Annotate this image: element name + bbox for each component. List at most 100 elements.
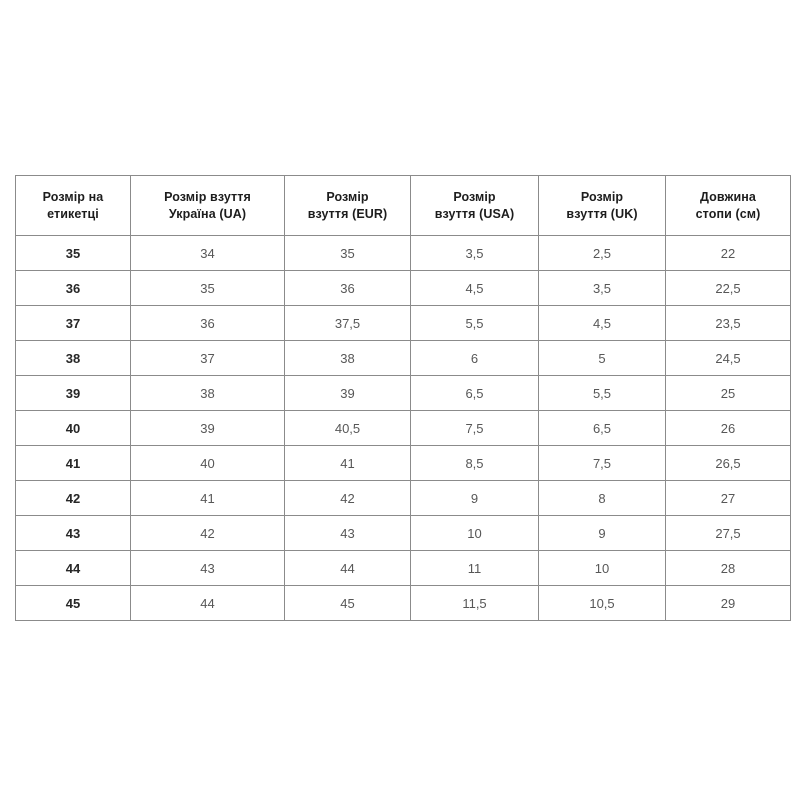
column-header-usa-line2: взуття (USA) bbox=[434, 206, 515, 221]
shoe-size-conversion-table: Розмір на етикетці Розмір взуття Україна… bbox=[15, 175, 791, 621]
cell-label: 37 bbox=[15, 305, 131, 341]
cell-eur: 37,5 bbox=[284, 305, 411, 341]
cell-cm: 26,5 bbox=[665, 445, 791, 481]
table-row: 43 42 43 10 9 27,5 bbox=[15, 515, 791, 551]
cell-cm: 27 bbox=[665, 480, 791, 516]
cell-ua: 44 bbox=[130, 585, 285, 621]
cell-uk: 5,5 bbox=[538, 375, 666, 411]
cell-ua: 41 bbox=[130, 480, 285, 516]
cell-uk: 8 bbox=[538, 480, 666, 516]
cell-ua: 42 bbox=[130, 515, 285, 551]
cell-uk: 5 bbox=[538, 340, 666, 376]
column-header-label-line1: Розмір на bbox=[42, 189, 104, 204]
column-header-ua-line1: Розмір взуття bbox=[164, 189, 251, 204]
cell-usa: 10 bbox=[410, 515, 539, 551]
table-row: 44 43 44 11 10 28 bbox=[15, 550, 791, 586]
column-header-ua: Розмір взуття Україна (UA) bbox=[130, 175, 285, 236]
cell-label: 36 bbox=[15, 270, 131, 306]
table-row: 37 36 37,5 5,5 4,5 23,5 bbox=[15, 305, 791, 341]
cell-eur: 38 bbox=[284, 340, 411, 376]
size-chart-container: Розмір на етикетці Розмір взуття Україна… bbox=[15, 175, 791, 621]
cell-ua: 37 bbox=[130, 340, 285, 376]
cell-uk: 4,5 bbox=[538, 305, 666, 341]
cell-cm: 28 bbox=[665, 550, 791, 586]
cell-ua: 36 bbox=[130, 305, 285, 341]
table-row: 35 34 35 3,5 2,5 22 bbox=[15, 235, 791, 271]
column-header-ua-line2: Україна (UA) bbox=[168, 206, 247, 221]
cell-label: 45 bbox=[15, 585, 131, 621]
table-header: Розмір на етикетці Розмір взуття Україна… bbox=[15, 175, 791, 236]
cell-eur: 44 bbox=[284, 550, 411, 586]
cell-uk: 10,5 bbox=[538, 585, 666, 621]
cell-ua: 43 bbox=[130, 550, 285, 586]
table-row: 41 40 41 8,5 7,5 26,5 bbox=[15, 445, 791, 481]
cell-uk: 10 bbox=[538, 550, 666, 586]
table-row: 42 41 42 9 8 27 bbox=[15, 480, 791, 516]
cell-uk: 3,5 bbox=[538, 270, 666, 306]
cell-cm: 25 bbox=[665, 375, 791, 411]
cell-usa: 4,5 bbox=[410, 270, 539, 306]
cell-cm: 24,5 bbox=[665, 340, 791, 376]
table-row: 45 44 45 11,5 10,5 29 bbox=[15, 585, 791, 621]
cell-usa: 6 bbox=[410, 340, 539, 376]
cell-cm: 27,5 bbox=[665, 515, 791, 551]
column-header-cm: Довжина стопи (см) bbox=[665, 175, 791, 236]
table-row: 40 39 40,5 7,5 6,5 26 bbox=[15, 410, 791, 446]
table-body: 35 34 35 3,5 2,5 22 36 35 36 4,5 3,5 22,… bbox=[15, 235, 791, 621]
cell-usa: 9 bbox=[410, 480, 539, 516]
table-row: 39 38 39 6,5 5,5 25 bbox=[15, 375, 791, 411]
cell-ua: 34 bbox=[130, 235, 285, 271]
column-header-usa-line1: Розмір bbox=[453, 189, 496, 204]
cell-cm: 22,5 bbox=[665, 270, 791, 306]
column-header-usa: Розмір взуття (USA) bbox=[410, 175, 539, 236]
cell-usa: 6,5 bbox=[410, 375, 539, 411]
cell-eur: 36 bbox=[284, 270, 411, 306]
cell-uk: 2,5 bbox=[538, 235, 666, 271]
cell-eur: 39 bbox=[284, 375, 411, 411]
cell-cm: 22 bbox=[665, 235, 791, 271]
cell-ua: 39 bbox=[130, 410, 285, 446]
cell-eur: 42 bbox=[284, 480, 411, 516]
cell-label: 39 bbox=[15, 375, 131, 411]
cell-usa: 5,5 bbox=[410, 305, 539, 341]
table-row: 36 35 36 4,5 3,5 22,5 bbox=[15, 270, 791, 306]
cell-label: 43 bbox=[15, 515, 131, 551]
column-header-label-line2: етикетці bbox=[47, 206, 99, 221]
cell-uk: 6,5 bbox=[538, 410, 666, 446]
cell-usa: 11 bbox=[410, 550, 539, 586]
cell-usa: 11,5 bbox=[410, 585, 539, 621]
column-header-label: Розмір на етикетці bbox=[15, 175, 131, 236]
column-header-cm-line2: стопи (см) bbox=[695, 206, 761, 221]
column-header-eur: Розмір взуття (EUR) bbox=[284, 175, 411, 236]
cell-usa: 8,5 bbox=[410, 445, 539, 481]
cell-eur: 43 bbox=[284, 515, 411, 551]
cell-label: 38 bbox=[15, 340, 131, 376]
column-header-cm-line1: Довжина bbox=[700, 189, 756, 204]
cell-eur: 45 bbox=[284, 585, 411, 621]
cell-ua: 35 bbox=[130, 270, 285, 306]
cell-uk: 9 bbox=[538, 515, 666, 551]
cell-eur: 35 bbox=[284, 235, 411, 271]
cell-eur: 41 bbox=[284, 445, 411, 481]
cell-cm: 29 bbox=[665, 585, 791, 621]
column-header-uk-line2: взуття (UK) bbox=[566, 206, 638, 221]
table-row: 38 37 38 6 5 24,5 bbox=[15, 340, 791, 376]
cell-label: 40 bbox=[15, 410, 131, 446]
table-header-row: Розмір на етикетці Розмір взуття Україна… bbox=[15, 175, 791, 236]
cell-cm: 26 bbox=[665, 410, 791, 446]
column-header-eur-line1: Розмір bbox=[326, 189, 369, 204]
cell-label: 44 bbox=[15, 550, 131, 586]
column-header-eur-line2: взуття (EUR) bbox=[307, 206, 388, 221]
cell-label: 35 bbox=[15, 235, 131, 271]
cell-ua: 38 bbox=[130, 375, 285, 411]
cell-ua: 40 bbox=[130, 445, 285, 481]
cell-label: 42 bbox=[15, 480, 131, 516]
cell-usa: 7,5 bbox=[410, 410, 539, 446]
cell-cm: 23,5 bbox=[665, 305, 791, 341]
cell-uk: 7,5 bbox=[538, 445, 666, 481]
cell-label: 41 bbox=[15, 445, 131, 481]
column-header-uk: Розмір взуття (UK) bbox=[538, 175, 666, 236]
cell-eur: 40,5 bbox=[284, 410, 411, 446]
cell-usa: 3,5 bbox=[410, 235, 539, 271]
column-header-uk-line1: Розмір bbox=[580, 189, 624, 204]
